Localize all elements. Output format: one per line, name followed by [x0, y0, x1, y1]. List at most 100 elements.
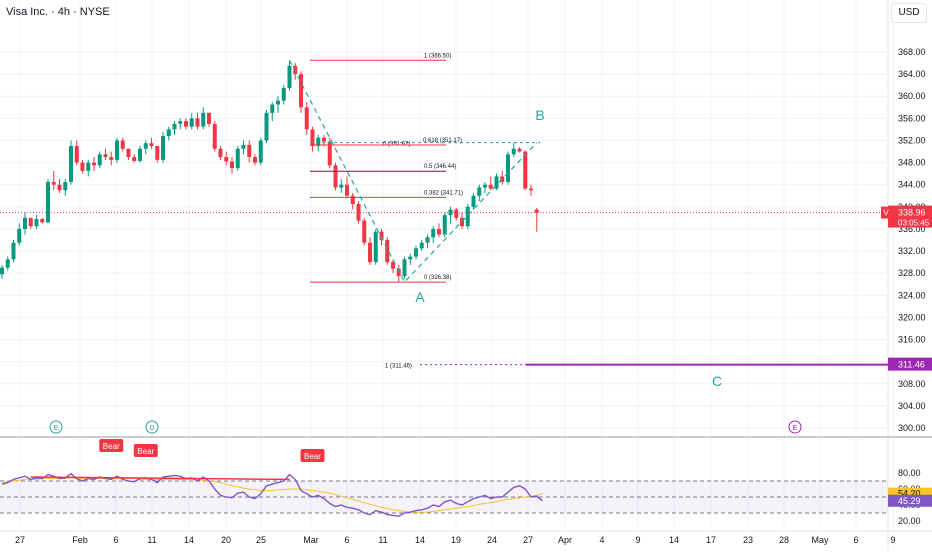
candle	[264, 112, 269, 141]
bear-badge-label: Bear	[137, 447, 154, 456]
candle	[488, 184, 493, 189]
fib-level-label: 0 (326.38)	[424, 275, 451, 281]
time-tick-label: 17	[706, 535, 716, 545]
candle	[97, 154, 102, 166]
rsi-badge	[888, 494, 932, 507]
candle	[69, 146, 73, 182]
candle	[74, 146, 79, 163]
time-tick-label: 6	[344, 535, 349, 545]
price-tick-label: 364.00	[898, 69, 926, 79]
currency-button[interactable]: USD	[891, 3, 927, 23]
time-tick-label: 9	[890, 535, 895, 545]
candle	[270, 104, 275, 113]
candle	[218, 148, 223, 158]
time-tick-label: 14	[415, 535, 425, 545]
price-tick-label: 352.00	[898, 135, 926, 145]
bear-badge	[99, 439, 124, 452]
candle	[506, 154, 510, 182]
candle	[51, 181, 56, 185]
candle	[224, 157, 229, 162]
candle	[195, 118, 200, 127]
dividend-icon	[145, 420, 159, 434]
candle	[212, 123, 217, 149]
target-price-badge	[888, 357, 932, 371]
candle	[46, 181, 50, 223]
price-tick-label: 324.00	[898, 290, 926, 300]
candle	[316, 137, 321, 146]
rsi-line	[1, 472, 543, 517]
candle	[534, 209, 539, 213]
candle	[201, 112, 206, 127]
candle	[109, 157, 114, 160]
rsi-tick-label: 20.00	[898, 516, 921, 526]
earnings-icon-label: E	[54, 425, 59, 432]
price-tick-label: 328.00	[898, 268, 926, 278]
candle	[408, 256, 413, 260]
candle	[396, 268, 401, 276]
rsi-ma-value: 54.20	[898, 489, 921, 499]
candle	[5, 259, 10, 268]
candle	[155, 146, 160, 160]
candle	[419, 242, 424, 249]
candle	[103, 154, 108, 158]
time-tick-label: 23	[743, 535, 753, 545]
time-tick-label: 28	[779, 535, 789, 545]
fib-level-label: 0.382 (341.71)	[424, 190, 463, 196]
price-tick-label: 360.00	[898, 91, 926, 101]
candle	[258, 140, 263, 163]
candle	[477, 187, 482, 196]
candle	[529, 188, 533, 191]
candle	[143, 143, 148, 149]
price-tick-label: 316.00	[898, 335, 926, 345]
symbol-badge	[881, 206, 892, 219]
candle	[523, 151, 528, 189]
price-tick-label: 368.00	[898, 47, 926, 57]
candle	[339, 184, 344, 188]
time-tick-label: 14	[669, 535, 679, 545]
candle	[333, 165, 338, 188]
rsi-tick-label: 80.00	[898, 468, 921, 478]
candle	[17, 228, 22, 243]
candle	[276, 100, 280, 105]
target-level-label: 1 (311.46)	[385, 364, 412, 370]
price-tick-label: 320.00	[898, 312, 926, 322]
dividend-icon-label: D	[149, 425, 154, 432]
wave-label-a: A	[415, 289, 425, 305]
fib-level-label: 1 (366.50)	[424, 53, 451, 59]
time-tick-label: Apr	[558, 535, 572, 545]
fib-level-label: 0.5 (346.44)	[424, 164, 456, 170]
symbol-title: Visa Inc. · 4h · NYSE	[6, 6, 110, 18]
last-price-value: 338.96	[898, 208, 926, 218]
candle	[57, 184, 62, 191]
candle	[86, 162, 91, 171]
last-price-badge	[888, 205, 932, 228]
candle	[34, 218, 39, 227]
time-tick-label: 9	[635, 535, 640, 545]
time-tick-label: Feb	[72, 535, 88, 545]
price-tick-label: 308.00	[898, 379, 926, 389]
target-price-value: 311.46	[898, 360, 925, 370]
candle	[172, 123, 177, 130]
candle	[80, 162, 85, 171]
price-tick-label: 356.00	[898, 113, 926, 123]
candle	[356, 204, 361, 221]
bear-badge	[133, 444, 158, 457]
candle	[460, 217, 464, 227]
bear-divergence-line	[30, 476, 290, 481]
candle	[120, 140, 125, 149]
time-tick-label: 6	[113, 535, 118, 545]
candle	[425, 237, 430, 243]
time-tick-label: 25	[256, 535, 266, 545]
candle	[161, 136, 165, 160]
countdown-label: 03:05:45	[898, 219, 930, 228]
candle	[368, 242, 372, 263]
candle	[207, 112, 211, 124]
candle	[379, 231, 384, 240]
candle	[322, 137, 326, 142]
candle	[373, 231, 378, 263]
candle	[345, 184, 349, 196]
candle	[189, 118, 194, 127]
earnings-icon	[788, 420, 802, 434]
